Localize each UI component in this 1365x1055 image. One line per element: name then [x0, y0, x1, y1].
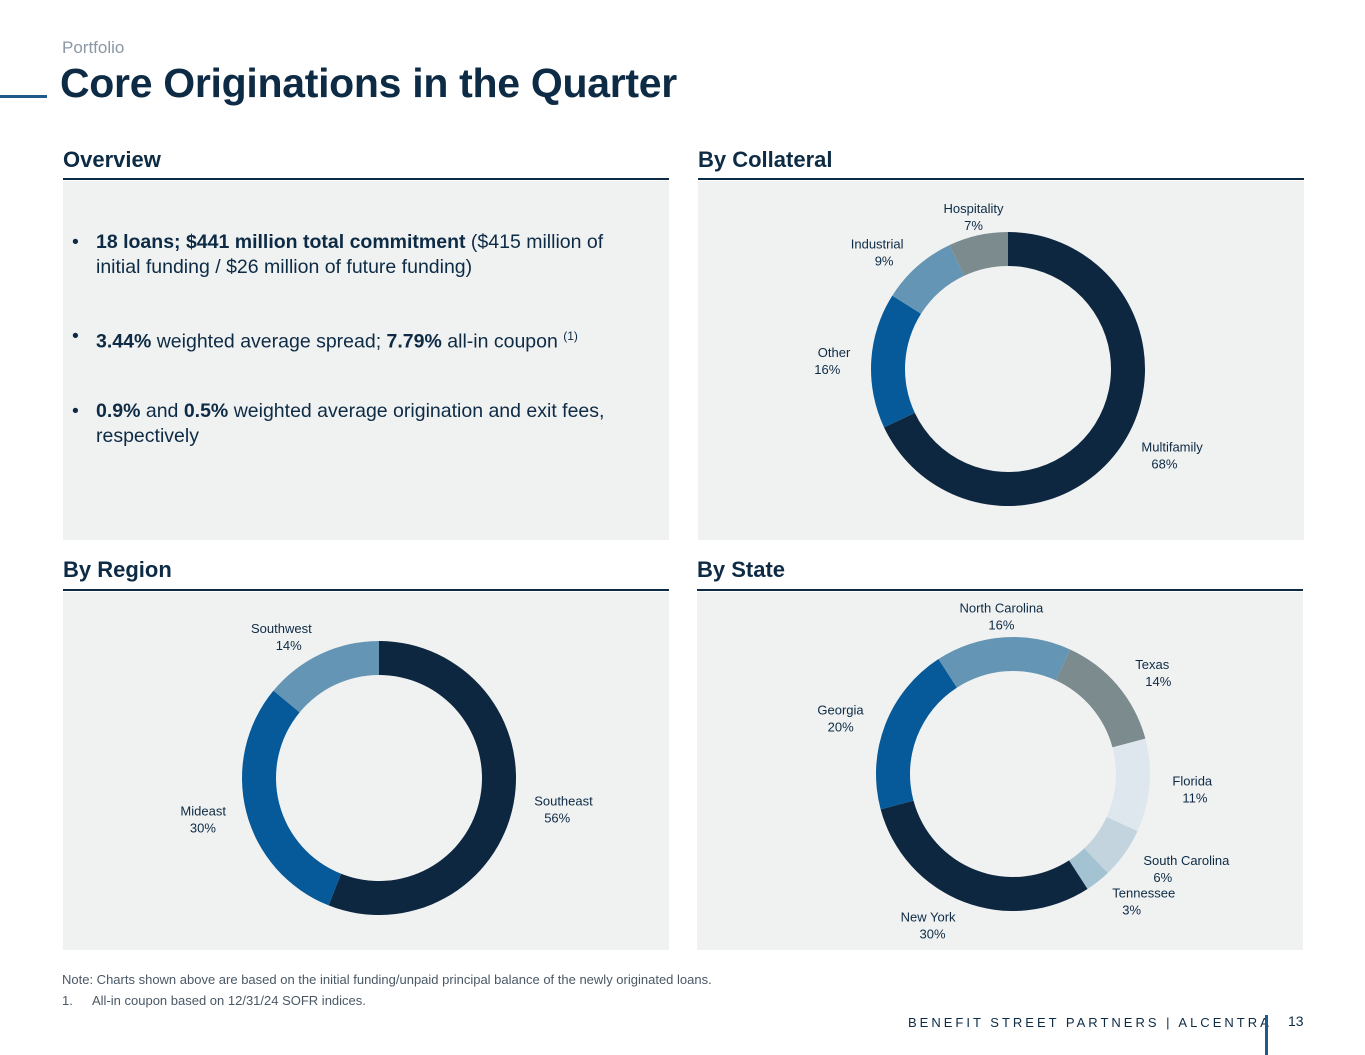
slice-value-multifamily: 68%: [1151, 457, 1177, 472]
region-rule: [63, 589, 669, 591]
footnote: 1. All-in coupon based on 12/31/24 SOFR i…: [62, 993, 366, 1008]
bullet-text: all-in coupon: [441, 330, 564, 353]
overview-bullets: 18 loans; $441 million total commitment …: [70, 230, 650, 493]
title-accent-rule: [0, 95, 47, 98]
page-number: 13: [1288, 1013, 1304, 1029]
slice-south-carolina: [1084, 816, 1138, 873]
slice-value-southwest: 14%: [276, 638, 302, 653]
slice-label-tennessee: Tennessee: [1112, 885, 1175, 900]
slice-label-southeast: Southeast: [534, 794, 593, 809]
slice-label-georgia: Georgia: [817, 703, 864, 718]
bullet-text: 0.9%: [96, 399, 141, 422]
slice-value-south-carolina: 6%: [1153, 870, 1172, 885]
bullet-text: 3.44%: [96, 330, 152, 353]
footnote-number: 1.: [62, 993, 73, 1008]
slice-value-tennessee: 3%: [1122, 902, 1141, 917]
slice-georgia: [876, 659, 957, 810]
slice-southeast: [328, 641, 516, 915]
slice-value-hospitality: 7%: [964, 218, 983, 233]
footnote-ref: (1): [563, 329, 578, 343]
slice-value-industrial: 9%: [875, 253, 894, 268]
slice-label-mideast: Mideast: [180, 803, 226, 818]
overview-heading: Overview: [63, 147, 161, 172]
slice-north-carolina: [938, 637, 1071, 688]
overview-bullet: 3.44% weighted average spread; 7.79% all…: [70, 324, 650, 355]
footnote-text: All-in coupon based on 12/31/24 SOFR ind…: [92, 993, 366, 1008]
slice-label-texas: Texas: [1135, 657, 1169, 672]
bullet-text: ($415 million of initial funding / $26 m…: [96, 231, 604, 278]
slice-label-southwest: Southwest: [251, 621, 312, 636]
slice-value-other: 16%: [814, 362, 840, 377]
slice-value-texas: 14%: [1145, 674, 1171, 689]
overview-bullet: 18 loans; $441 million total commitment …: [70, 230, 650, 280]
slice-value-new-york: 30%: [920, 926, 946, 941]
slice-label-north-carolina: North Carolina: [959, 600, 1044, 615]
slice-label-hospitality: Hospitality: [944, 201, 1004, 216]
slice-mideast: [242, 690, 342, 906]
page-number-rule: [1265, 1015, 1268, 1055]
slice-label-other: Other: [818, 345, 851, 360]
chart-note: Note: Charts shown above are based on th…: [62, 972, 712, 987]
slice-label-south-carolina: South Carolina: [1143, 853, 1230, 868]
slice-texas: [1055, 649, 1146, 748]
slice-label-industrial: Industrial: [851, 236, 904, 251]
slice-value-mideast: 30%: [190, 820, 216, 835]
brand-wordmark: BENEFIT STREET PARTNERS | ALCENTRA: [908, 1015, 1272, 1030]
state-donut-chart: Texas 14% Florida 11% South Carolina 6%Tennes…: [817, 600, 1230, 941]
region-donut-chart: Southeast 56% Mideast 30% Southwest 14%: [180, 621, 593, 915]
bullet-text: 7.79%: [386, 330, 442, 353]
slice-label-new-york: New York: [901, 909, 956, 924]
slice-label-florida: Florida: [1172, 773, 1213, 788]
slice-tennessee: [1069, 848, 1108, 889]
overview-bullet: 0.9% and 0.5% weighted average originati…: [70, 399, 650, 449]
slice-value-north-carolina: 16%: [988, 617, 1014, 632]
slice-other: [871, 295, 922, 428]
slice-value-florida: 11%: [1182, 790, 1207, 805]
slice-new-york: [880, 800, 1088, 911]
bullet-text: weighted average origination and exit fe…: [96, 399, 605, 447]
collateral-donut-chart: Multifamily 68% Other 16% Industrial 9% Hospit…: [814, 201, 1203, 506]
collateral-rule: [698, 178, 1304, 180]
bullet-text: and: [140, 399, 184, 422]
section-eyebrow: Portfolio: [62, 38, 125, 57]
slice-florida: [1106, 738, 1150, 832]
bullet-text: 18 loans; $441 million total commitment: [96, 231, 466, 253]
bullet-text: weighted average spread;: [151, 330, 387, 353]
state-rule: [697, 589, 1303, 591]
slice-hospitality: [949, 232, 1008, 276]
page-title: Core Originations in the Quarter: [60, 60, 677, 106]
slice-value-southeast: 56%: [544, 811, 570, 826]
bullet-text: 0.5%: [183, 399, 229, 422]
slice-label-multifamily: Multifamily: [1141, 440, 1203, 455]
overview-rule: [63, 178, 669, 180]
slice-value-georgia: 20%: [828, 720, 854, 735]
region-heading: By Region: [63, 557, 172, 582]
collateral-heading: By Collateral: [698, 147, 833, 172]
slice-southwest: [273, 641, 379, 713]
slice-industrial: [892, 245, 965, 314]
state-heading: By State: [697, 557, 786, 582]
